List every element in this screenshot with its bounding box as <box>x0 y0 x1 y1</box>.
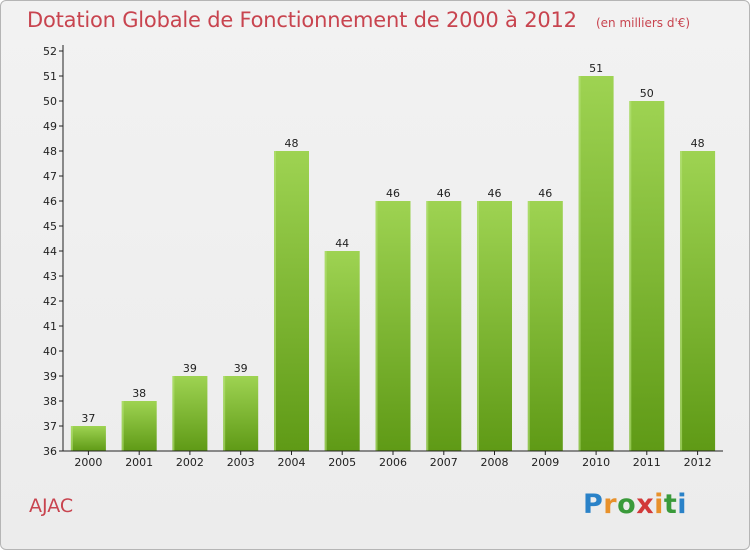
proxiti-logo[interactable]: Proxiti <box>583 489 688 520</box>
bar-2002 <box>172 376 208 451</box>
commune-name: AJAC <box>29 495 74 517</box>
y-tick-label-42: 42 <box>43 295 57 308</box>
value-label-2010: 51 <box>589 62 603 75</box>
value-label-2003: 39 <box>234 362 248 375</box>
x-tick-label-2011: 2011 <box>633 456 661 469</box>
bar-highlight-2001 <box>121 401 124 451</box>
bar-highlight-2006 <box>375 201 378 451</box>
bar-highlight-2005 <box>324 251 327 451</box>
bar-highlight-2011 <box>629 101 632 451</box>
y-tick-label-49: 49 <box>43 120 57 133</box>
x-tick-label-2004: 2004 <box>278 456 306 469</box>
value-label-2006: 46 <box>386 187 400 200</box>
x-tick-label-2005: 2005 <box>328 456 356 469</box>
bars-group: 37 38 39 39 48 44 46 46 46 46 51 50 48 <box>70 62 716 451</box>
y-tick-label-46: 46 <box>43 195 57 208</box>
y-tick-label-45: 45 <box>43 220 57 233</box>
x-tick-label-2008: 2008 <box>481 456 509 469</box>
y-tick-label-40: 40 <box>43 345 57 358</box>
bar-2004 <box>274 151 309 451</box>
x-tick-label-2006: 2006 <box>379 456 407 469</box>
value-label-2009: 46 <box>538 187 552 200</box>
value-label-2005: 44 <box>335 237 349 250</box>
y-tick-label-37: 37 <box>43 420 57 433</box>
bar-highlight-2008 <box>477 201 479 451</box>
y-tick-label-48: 48 <box>43 145 57 158</box>
x-tick-label-2012: 2012 <box>684 456 712 469</box>
x-tick-label-2002: 2002 <box>176 456 204 469</box>
value-label-2004: 48 <box>285 137 299 150</box>
value-label-2001: 38 <box>132 387 146 400</box>
chart-title: Dotation Globale de Fonctionnement de 20… <box>27 8 577 32</box>
y-tick-label-38: 38 <box>43 395 57 408</box>
bar-2008 <box>477 201 512 451</box>
bar-highlight-2010 <box>578 76 581 451</box>
x-tick-label-2000: 2000 <box>74 456 102 469</box>
y-tick-label-39: 39 <box>43 370 57 383</box>
bar-2006 <box>375 201 411 451</box>
y-tick-label-44: 44 <box>43 245 57 258</box>
value-label-2008: 46 <box>488 187 502 200</box>
bar-2011 <box>629 101 665 451</box>
bar-2012 <box>680 151 716 451</box>
chart-subtitle: (en milliers d'€) <box>595 16 691 30</box>
bar-highlight-2007 <box>426 201 429 451</box>
bar-2000 <box>70 426 106 451</box>
bar-2010 <box>578 76 614 451</box>
bar-highlight-2002 <box>172 376 175 451</box>
value-label-2000: 37 <box>81 412 95 425</box>
bar-highlight-2012 <box>680 151 683 451</box>
bar-highlight-2003 <box>223 376 226 451</box>
value-label-2012: 48 <box>691 137 705 150</box>
y-tick-label-52: 52 <box>43 45 57 58</box>
y-tick-label-36: 36 <box>43 445 57 458</box>
x-tick-label-2010: 2010 <box>582 456 610 469</box>
x-tick-label-2003: 2003 <box>227 456 255 469</box>
bar-2007 <box>426 201 462 451</box>
x-tick-label-2001: 2001 <box>125 456 153 469</box>
value-label-2002: 39 <box>183 362 197 375</box>
y-tick-label-41: 41 <box>43 320 57 333</box>
bar-highlight-2004 <box>274 151 276 451</box>
bar-2009 <box>527 201 563 451</box>
y-tick-label-47: 47 <box>43 170 57 183</box>
bar-2001 <box>121 401 157 451</box>
x-tick-label-2009: 2009 <box>531 456 559 469</box>
bar-2005 <box>324 251 360 451</box>
y-tick-label-51: 51 <box>43 70 57 83</box>
value-label-2011: 50 <box>640 87 654 100</box>
y-tick-label-43: 43 <box>43 270 57 283</box>
axes-group: 2000 2001 2002 2003 2004 2005 2006 2007 2008 2009… <box>43 45 723 469</box>
bar-2003 <box>223 376 259 451</box>
x-tick-label-2007: 2007 <box>430 456 458 469</box>
title-row: Dotation Globale de Fonctionnement de 20… <box>27 8 690 32</box>
y-tick-label-50: 50 <box>43 95 57 108</box>
bar-highlight-2009 <box>527 201 530 451</box>
value-label-2007: 46 <box>437 187 451 200</box>
bar-highlight-2000 <box>70 426 73 451</box>
